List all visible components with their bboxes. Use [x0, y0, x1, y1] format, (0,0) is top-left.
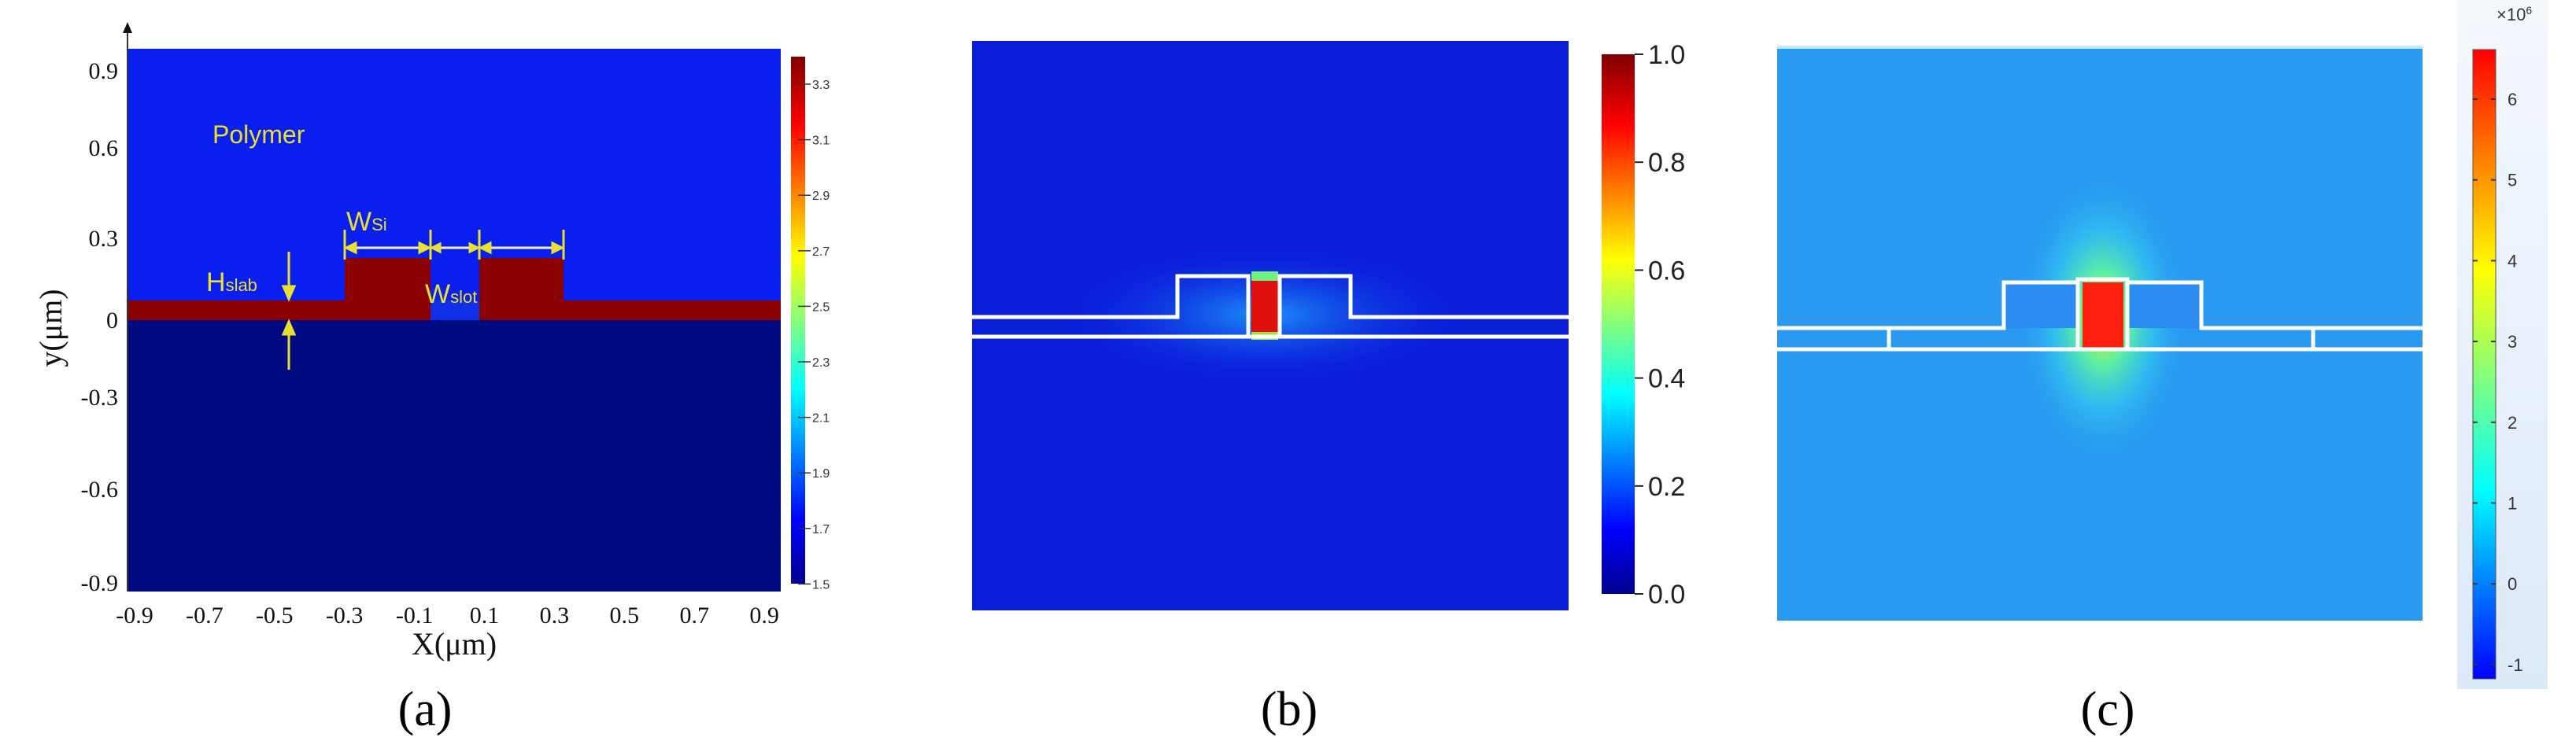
colorbar-tick-label: 0.8: [1648, 148, 1685, 178]
colorbar-tick-label: 5: [2508, 171, 2517, 190]
caption-c: (c): [2081, 683, 2135, 736]
x-tick-label: 0.1: [470, 603, 500, 629]
slot-gap: [431, 300, 479, 320]
colorbar-tick-label: 3.3: [812, 79, 830, 92]
colorbar-tick-label: 0.0: [1648, 580, 1685, 610]
x-axis-label: X(μm): [412, 626, 497, 662]
y-tick-label: -0.6: [81, 477, 119, 503]
x-tick-label: -0.7: [186, 603, 224, 629]
colorbar-tick-label: 2.7: [812, 245, 830, 259]
waveguide-outline-b: [972, 274, 1569, 339]
x-tick-label: -0.1: [396, 603, 434, 629]
rail-left-c: [2004, 282, 2078, 328]
colorbar-tick-label: 1.0: [1648, 40, 1685, 70]
colorbar-tick-label: 0.4: [1648, 364, 1685, 394]
colorbar-c-panel: [2457, 0, 2548, 689]
x-tick-label: -0.3: [326, 603, 364, 629]
rail-right: [479, 258, 564, 300]
waveguide-outline-c: [1777, 277, 2423, 352]
y-tick-label: -0.9: [81, 570, 119, 596]
colorbar-tick-label: -1: [2508, 655, 2523, 675]
polymer-label: Polymer: [213, 120, 305, 149]
colorbar-tick-label: 1: [2508, 494, 2517, 514]
x-tick-label: 0.9: [749, 603, 779, 629]
y-tick-label: 0.3: [89, 226, 119, 252]
panel-a: Polymer WSi Wslot Hslab 0.90.60.30-0.3-0…: [33, 22, 830, 736]
colorbar-a-ticks: 3.3 3.1 2.9 2.7 2.5 2.3 2.1 1.9 1.7 1.5: [798, 79, 830, 592]
slot-field-c: [2083, 282, 2123, 349]
h-slab-label: Hslab: [206, 267, 257, 297]
colorbar-b: [1602, 54, 1635, 594]
x-tick-label: 0.7: [679, 603, 709, 629]
slot-field-b: [1251, 276, 1278, 337]
polymer-region: [128, 49, 781, 320]
colorbar-tick-label: 2.1: [812, 412, 830, 426]
colorbar-c-ticks: 6 5 4 3 2 1 0 -1: [2473, 90, 2523, 675]
dimension-arrows: [281, 230, 565, 370]
y-tick-label: 0.9: [89, 58, 119, 84]
caption-b: (b): [1261, 683, 1318, 736]
colorbar-tick-label: 1.7: [812, 523, 830, 536]
panel-b: 1.0 0.8 0.6 0.4 0.2 0.0 (b): [972, 40, 1685, 736]
rail-left: [345, 258, 431, 300]
w-slot-label: Wslot: [425, 279, 477, 309]
colorbar-tick-label: 2.9: [812, 190, 830, 203]
colorbar-a: [791, 57, 805, 584]
caption-a: (a): [398, 683, 453, 736]
colorbar-tick-label: 2.5: [812, 300, 830, 314]
x-tick-labels: -0.9 -0.7 -0.5 -0.3 -0.1 0.1 0.3 0.5 0.7 0.9: [116, 603, 779, 629]
panel-c: ×106 6 5 4 3 2 1 0 -1 (c): [1777, 0, 2548, 736]
colorbar-b-ticks: 1.0 0.8 0.6 0.4 0.2 0.0: [1635, 40, 1685, 610]
x-tick-label: -0.9: [116, 603, 153, 629]
rail-right-c: [2127, 282, 2201, 328]
x-tick-label: -0.5: [256, 603, 294, 629]
colorbar-tick-label: 3: [2508, 332, 2517, 352]
colorbar-c-exponent: ×106: [2497, 4, 2532, 24]
colorbar-tick-label: 0.2: [1648, 472, 1685, 502]
x-tick-label: 0.5: [610, 603, 640, 629]
colorbar-tick-label: 3.1: [812, 135, 830, 148]
substrate-region: [128, 320, 781, 592]
colorbar-c: [2472, 49, 2497, 680]
colorbar-tick-label: 0.6: [1648, 256, 1685, 286]
colorbar-tick-label: 6: [2508, 90, 2517, 109]
plot-top-edge: [1777, 46, 2423, 49]
y-axis-arrow-icon: [123, 22, 132, 33]
y-tick-label: -0.3: [81, 385, 119, 411]
y-tick-label: 0.6: [89, 135, 119, 161]
y-axis-label: y(μm): [33, 289, 68, 367]
colorbar-tick-label: 2: [2508, 413, 2517, 433]
colorbar-tick-label: 1.5: [812, 578, 830, 592]
y-tick-labels: 0.9 0.6 0.3 0 -0.3 -0.6 -0.9: [81, 58, 119, 596]
colorbar-tick-label: 0: [2508, 574, 2517, 594]
slot-field-edge-top: [1251, 271, 1278, 281]
w-si-label: WSi: [346, 207, 387, 237]
colorbar-tick-label: 4: [2508, 251, 2517, 271]
y-tick-label: 0: [106, 308, 118, 334]
x-tick-label: 0.3: [540, 603, 570, 629]
colorbar-tick-label: 2.3: [812, 356, 830, 370]
colorbar-tick-label: 1.9: [812, 467, 830, 481]
